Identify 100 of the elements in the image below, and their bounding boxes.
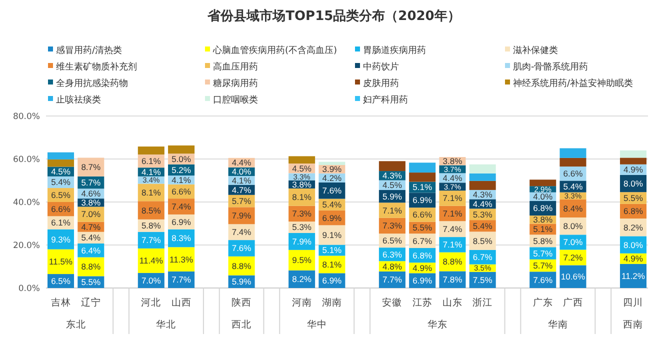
x-tick-label: 四川 (623, 296, 644, 308)
data-label: 6.3% (382, 249, 402, 260)
data-label: 4.7% (81, 222, 102, 232)
data-label: 6.9% (172, 216, 192, 227)
data-label: 8.8% (81, 262, 102, 272)
bar (318, 225, 346, 245)
data-label: 9.1% (322, 230, 342, 240)
data-label: 8.2% (292, 274, 312, 284)
data-label: 6.6% (172, 186, 192, 196)
x-tick-label: 湖南 (322, 296, 342, 308)
data-label: 5.4% (51, 177, 71, 188)
data-label: 11.5% (49, 256, 73, 267)
data-label: 8.2% (624, 222, 644, 232)
bar (620, 150, 646, 158)
data-label: 5.7% (533, 260, 553, 271)
data-label: 7.9% (232, 210, 252, 221)
data-label: 5.1% (322, 245, 342, 256)
x-tick-label: 广西 (562, 296, 583, 308)
x-tick-label: 广东 (532, 296, 553, 308)
data-label: 5.1% (412, 182, 432, 192)
data-label: 6.9% (322, 276, 342, 286)
data-label: 6.6% (51, 204, 71, 214)
bar (409, 172, 436, 182)
data-label: 6.9% (412, 195, 432, 206)
data-label: 4.9% (624, 254, 644, 264)
legend-label: 全身用抗感染药物 (56, 78, 128, 90)
data-label: 7.1% (442, 193, 463, 204)
data-label: 8.3% (172, 233, 192, 244)
x-tick-label: 山西 (171, 296, 192, 308)
data-label: 3.8% (81, 198, 102, 208)
data-label: 6.6% (412, 210, 432, 220)
data-label: 5.7% (533, 248, 553, 258)
bar (469, 180, 496, 190)
x-tick-label: 辽宁 (80, 296, 101, 308)
data-label: 3.8% (442, 156, 463, 166)
data-label: 7.0% (81, 209, 102, 220)
bar (78, 158, 104, 176)
data-label: 7.6% (533, 274, 553, 285)
data-label: 8.7% (81, 162, 102, 172)
bar (168, 145, 195, 154)
data-label: 8.8% (442, 256, 463, 267)
data-label: 7.8% (442, 274, 463, 285)
data-label: 11.3% (170, 254, 194, 264)
y-tick-label: 20.0% (12, 240, 40, 251)
legend-label: 妇产科用药 (363, 94, 408, 106)
data-label: 5.4% (81, 232, 102, 243)
data-label: 6.1% (141, 156, 162, 166)
data-label: 4.5% (382, 180, 402, 190)
chart-title: 省份县域市场TOP15品类分布（2020年） (206, 8, 460, 24)
data-label: 8.8% (232, 260, 252, 271)
data-label: 6.9% (322, 212, 342, 223)
data-label: 4.4% (442, 172, 463, 183)
data-label: 4.9% (412, 262, 432, 273)
legend-label: 滋补保健类 (513, 45, 558, 56)
data-label: 7.5% (472, 274, 493, 285)
legend-label: 糖尿病用药 (213, 78, 258, 90)
data-label: 6.5% (51, 190, 71, 200)
bar (409, 162, 436, 173)
data-label: 6.7% (412, 236, 432, 246)
data-label: 5.8% (533, 236, 553, 246)
text: 华中 (306, 318, 327, 330)
data-label: 7.6% (232, 243, 252, 254)
data-label: 5.5% (624, 193, 644, 203)
data-label: 6.5% (51, 276, 71, 286)
data-label: 7.1% (442, 208, 463, 218)
data-label: 4.0% (232, 166, 252, 177)
bar (378, 161, 406, 172)
legend-label: 感冒用药/清热类 (56, 45, 122, 56)
data-label: 6.4% (81, 245, 102, 256)
data-label: 7.2% (563, 252, 584, 262)
data-label: 4.8% (382, 261, 402, 272)
data-label: 8.0% (563, 221, 584, 232)
bar (48, 159, 74, 167)
data-label: 4.4% (472, 198, 493, 209)
data-label: 8.4% (563, 203, 584, 214)
legend-label: 皮肤用药 (363, 78, 399, 90)
bar (530, 180, 556, 186)
data-label: 7.1% (442, 240, 463, 250)
bar (168, 247, 195, 272)
data-label: 11.2% (621, 270, 646, 281)
data-label: 5.0% (172, 154, 192, 164)
x-tick-label: 浙江 (472, 296, 493, 308)
text: 东北 (66, 318, 86, 330)
data-label: 3.9% (322, 164, 342, 174)
y-tick-label: 0.0% (18, 284, 40, 294)
y-tick-label: 40.0% (12, 198, 40, 208)
data-label: 10.6% (560, 272, 586, 282)
x-tick-label: 江苏 (412, 296, 432, 308)
x-tick-label: 安徽 (382, 296, 402, 308)
data-label: 8.5% (472, 236, 493, 246)
bar (138, 248, 164, 273)
data-label: 5.7% (232, 196, 252, 206)
data-label: 9.3% (51, 234, 71, 244)
data-label: 6.8% (624, 206, 644, 216)
data-label: 7.0% (563, 237, 584, 248)
data-label: 4.6% (81, 188, 102, 199)
data-label: 7.1% (382, 205, 402, 216)
data-label: 5.5% (81, 277, 102, 288)
bar (469, 164, 496, 174)
legend-label: 止咳祛痰类 (56, 94, 101, 106)
